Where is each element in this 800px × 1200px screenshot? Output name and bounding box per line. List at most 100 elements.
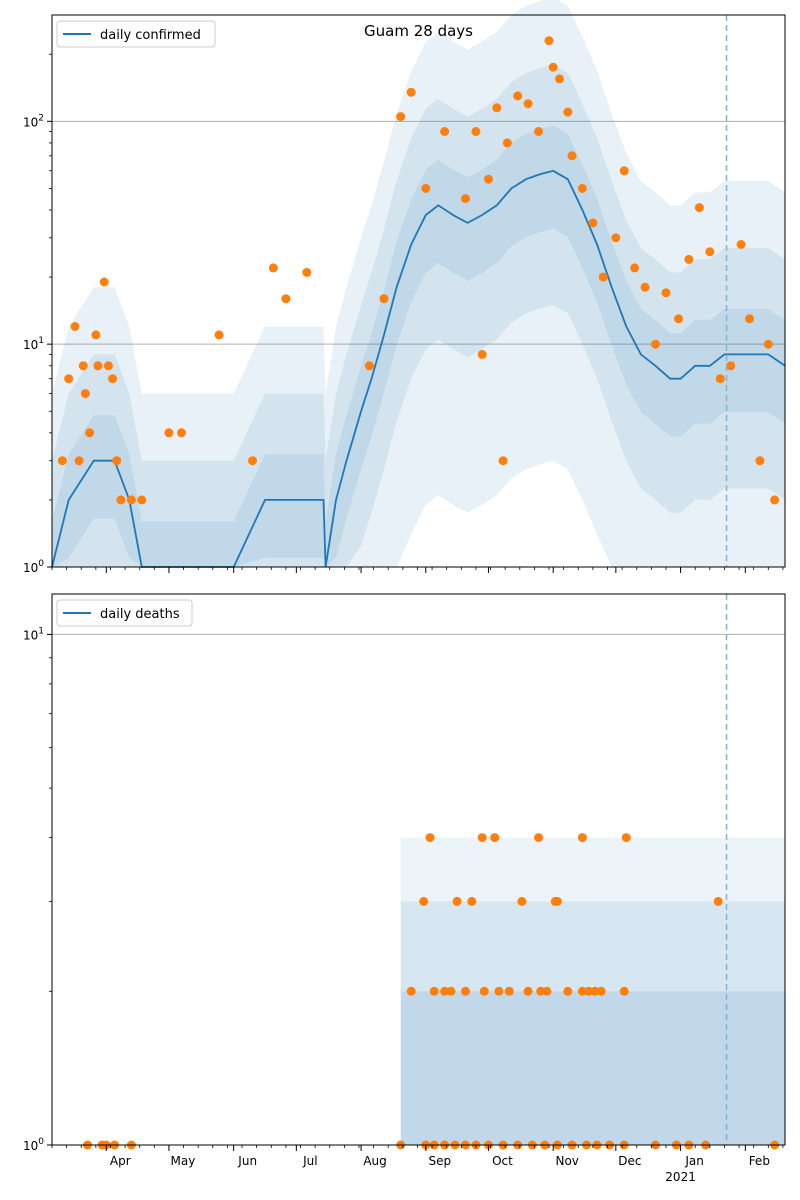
data-point bbox=[126, 495, 136, 505]
data-point bbox=[705, 247, 715, 257]
data-point bbox=[745, 314, 754, 324]
confirmed-legend: daily confirmed bbox=[56, 20, 216, 48]
data-point bbox=[536, 986, 546, 996]
data-point bbox=[78, 361, 88, 371]
confirmed-grid bbox=[52, 120, 785, 345]
data-point bbox=[619, 986, 629, 996]
data-point bbox=[164, 428, 174, 438]
data-point bbox=[214, 330, 224, 340]
data-point bbox=[755, 456, 765, 466]
data-point bbox=[421, 183, 431, 193]
data-point bbox=[715, 374, 725, 384]
deaths-bands bbox=[400, 837, 785, 1145]
data-point bbox=[684, 254, 694, 264]
confidence-band bbox=[52, 64, 785, 568]
data-point bbox=[763, 339, 773, 349]
data-point bbox=[461, 986, 470, 996]
data-point bbox=[770, 495, 780, 505]
data-point bbox=[590, 986, 600, 996]
x-tick-label: Sep bbox=[428, 1154, 451, 1168]
confirmed-marks bbox=[51, 36, 786, 568]
data-point bbox=[440, 127, 450, 136]
deaths-axes-frame bbox=[51, 593, 786, 1146]
data-point bbox=[281, 294, 291, 304]
data-point bbox=[621, 833, 631, 843]
chart-title: Guam 28 days bbox=[364, 22, 473, 40]
data-point bbox=[534, 127, 544, 136]
x-tick-label: Jan bbox=[684, 1154, 704, 1168]
data-point bbox=[517, 896, 527, 906]
x-tick-label: Feb bbox=[749, 1154, 770, 1168]
data-point bbox=[479, 986, 489, 996]
data-point bbox=[577, 183, 587, 193]
x-tick-label: Dec bbox=[618, 1154, 641, 1168]
data-point bbox=[563, 986, 573, 996]
data-point bbox=[567, 151, 577, 161]
series-line bbox=[51, 169, 786, 568]
data-point bbox=[736, 240, 746, 249]
data-point bbox=[446, 986, 456, 996]
x-tick-label: May bbox=[171, 1154, 196, 1168]
data-point bbox=[425, 833, 435, 843]
data-point bbox=[396, 112, 406, 122]
data-point bbox=[640, 282, 650, 292]
data-point bbox=[364, 361, 374, 371]
deaths-legend: daily deaths bbox=[56, 599, 193, 627]
data-point bbox=[651, 339, 660, 349]
data-point bbox=[490, 833, 500, 843]
confidence-band bbox=[52, 125, 785, 568]
data-point bbox=[548, 62, 558, 72]
data-point bbox=[492, 103, 502, 113]
data-point bbox=[588, 218, 598, 228]
data-point bbox=[563, 107, 573, 117]
data-point bbox=[137, 495, 147, 505]
data-point bbox=[116, 495, 126, 505]
data-point bbox=[108, 374, 118, 384]
data-point bbox=[64, 374, 74, 384]
confirmed-x-axis bbox=[51, 567, 784, 573]
confidence-band bbox=[52, 0, 785, 567]
data-point bbox=[544, 36, 554, 46]
data-point bbox=[80, 389, 90, 399]
confirmed-legend-label: daily confirmed bbox=[100, 28, 201, 43]
data-point bbox=[504, 986, 514, 996]
data-point bbox=[661, 288, 671, 298]
data-point bbox=[379, 294, 389, 304]
data-point bbox=[440, 986, 450, 996]
data-point bbox=[513, 91, 523, 101]
data-point bbox=[523, 99, 533, 109]
data-point bbox=[523, 986, 533, 996]
data-point bbox=[471, 127, 481, 136]
x-tick-label: Aug bbox=[363, 1154, 386, 1168]
data-point bbox=[248, 456, 257, 466]
data-point bbox=[542, 986, 552, 996]
data-point bbox=[577, 986, 587, 996]
data-point bbox=[726, 361, 736, 371]
confirmed-axes-frame bbox=[51, 14, 786, 568]
data-point bbox=[103, 361, 113, 371]
data-point bbox=[112, 456, 122, 466]
data-point bbox=[302, 267, 312, 277]
data-point bbox=[694, 203, 704, 213]
data-point bbox=[70, 322, 80, 331]
data-point bbox=[577, 833, 587, 843]
data-point bbox=[596, 986, 606, 996]
data-point bbox=[74, 456, 84, 466]
data-point bbox=[99, 277, 109, 287]
deaths-x-axis: Apr May Jun Jul Aug Sep Oct Nov Dec Jan Feb 2021 bbox=[51, 1145, 784, 1184]
x-tick-label: Jun bbox=[237, 1154, 257, 1168]
data-point bbox=[419, 896, 429, 906]
confidence-band bbox=[400, 991, 785, 1145]
data-point bbox=[555, 74, 564, 84]
data-point bbox=[57, 456, 67, 466]
data-point bbox=[619, 166, 629, 176]
deaths-legend-box bbox=[56, 599, 193, 627]
data-point bbox=[406, 986, 416, 996]
data-point bbox=[477, 833, 487, 843]
data-point bbox=[429, 986, 439, 996]
data-point bbox=[630, 263, 640, 273]
data-point bbox=[534, 833, 544, 843]
data-point bbox=[713, 896, 723, 906]
data-point bbox=[484, 174, 493, 184]
